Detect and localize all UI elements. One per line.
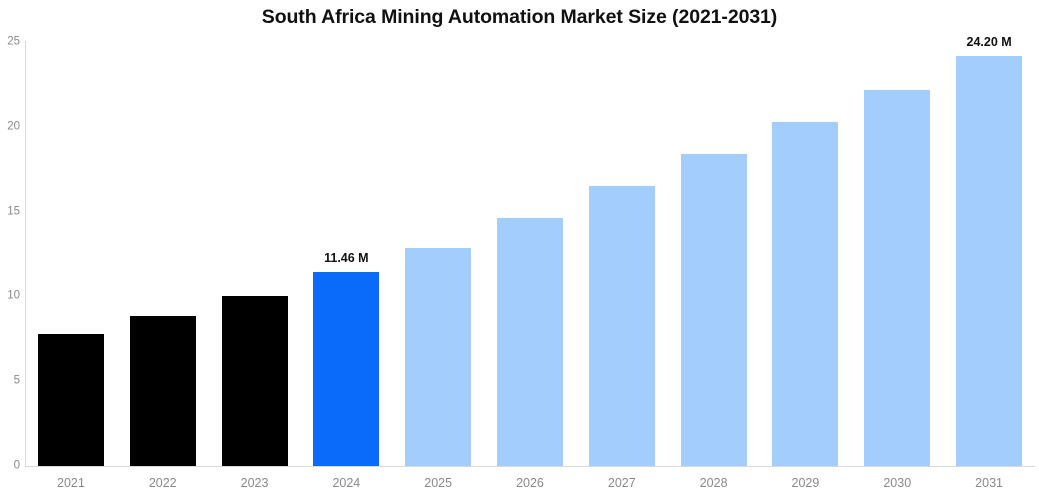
x-tick-label-2022: 2022	[148, 476, 177, 490]
x-axis-line	[25, 466, 1035, 467]
y-tick-label: 20	[7, 120, 20, 133]
x-tick-label-2023: 2023	[240, 476, 269, 490]
bar-2026[interactable]	[496, 218, 563, 466]
bar-2030[interactable]	[864, 90, 931, 466]
bar-slot	[668, 42, 760, 466]
bar-slot	[484, 42, 576, 466]
bar-slot	[25, 42, 117, 466]
chart-title: South Africa Mining Automation Market Si…	[261, 6, 778, 28]
bar-slot	[209, 42, 301, 466]
bar-slot: 11.46 M	[300, 42, 392, 466]
x-tick-label-2024: 2024	[332, 476, 361, 490]
x-tick-label-2021: 2021	[57, 476, 85, 490]
bar-slot	[117, 42, 209, 466]
bar-2025[interactable]	[405, 248, 472, 466]
bar-2027[interactable]	[588, 185, 655, 466]
bar-2029[interactable]	[772, 122, 839, 466]
y-tick-label: 15	[7, 205, 20, 218]
y-tick-label: 10	[7, 289, 20, 302]
bar-2028[interactable]	[680, 153, 747, 466]
y-axis-line	[25, 41, 26, 467]
bar-slot	[851, 42, 943, 466]
bar-2031[interactable]	[956, 55, 1023, 466]
bar-2024[interactable]	[313, 271, 380, 466]
x-tick-label-2025: 2025	[424, 476, 453, 490]
x-tick-label-2028: 2028	[699, 476, 728, 490]
y-tick-label: 25	[7, 35, 20, 48]
bar-2022[interactable]	[129, 315, 196, 466]
x-tick-label-2031: 2031	[975, 476, 1003, 490]
y-tick-label: 0	[13, 459, 20, 472]
bar-slot	[576, 42, 668, 466]
bar-slot: 24.20 M	[943, 35, 1035, 466]
bar-slot	[392, 42, 484, 466]
x-tick-label-2030: 2030	[883, 476, 912, 490]
plot-area: 11.46 M 24.20 M	[25, 35, 1035, 466]
bar-value-label-2024: 11.46 M	[324, 250, 369, 265]
x-tick-label-2026: 2026	[516, 476, 544, 490]
bar-slot	[760, 42, 852, 466]
y-tick-label: 5	[13, 374, 20, 387]
x-tick-label-2027: 2027	[607, 476, 636, 490]
y-axis-tick-labels: 0 5 10 15 20 25	[0, 0, 20, 500]
bar-2021[interactable]	[37, 333, 104, 466]
bar-2023[interactable]	[221, 295, 288, 466]
bar-value-label-2031: 24.20 M	[966, 34, 1012, 49]
x-axis-tick-labels: 2021 2022 2023 2024 2025 2026 2027 2028 2029 2030…	[25, 472, 1035, 498]
x-tick-label-2029: 2029	[791, 476, 820, 490]
